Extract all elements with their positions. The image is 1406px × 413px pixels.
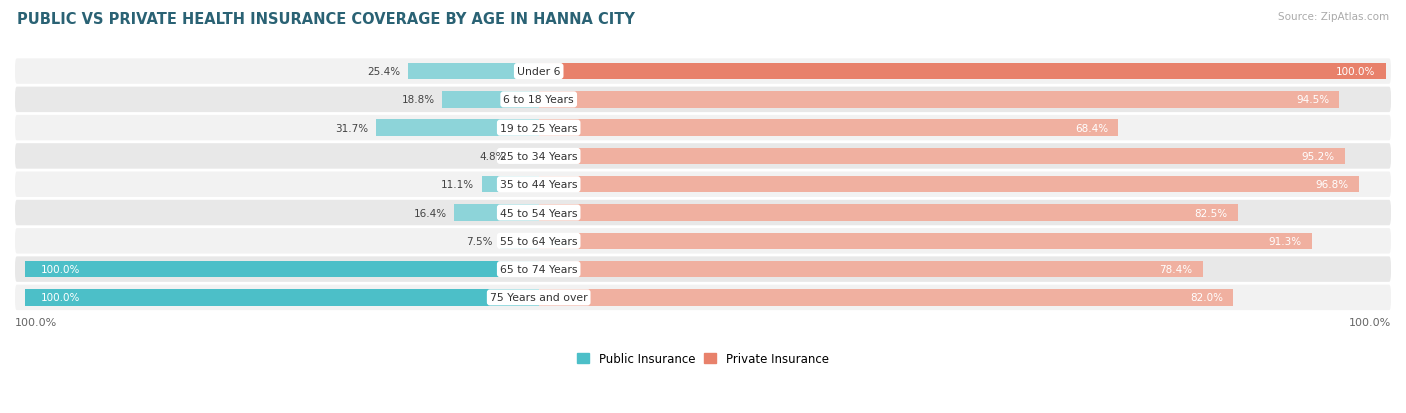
- Bar: [375, 120, 538, 137]
- Text: 35 to 44 Years: 35 to 44 Years: [501, 180, 578, 190]
- Text: 100.0%: 100.0%: [41, 264, 80, 275]
- FancyBboxPatch shape: [15, 144, 1391, 169]
- Text: 91.3%: 91.3%: [1268, 236, 1302, 246]
- Bar: [538, 261, 1204, 278]
- Text: 68.4%: 68.4%: [1074, 123, 1108, 133]
- Text: Source: ZipAtlas.com: Source: ZipAtlas.com: [1278, 12, 1389, 22]
- Text: 4.8%: 4.8%: [479, 152, 506, 161]
- FancyBboxPatch shape: [15, 88, 1391, 113]
- Bar: [538, 92, 1340, 108]
- Text: 11.1%: 11.1%: [441, 180, 474, 190]
- FancyBboxPatch shape: [15, 116, 1391, 141]
- Legend: Public Insurance, Private Insurance: Public Insurance, Private Insurance: [572, 347, 834, 370]
- FancyBboxPatch shape: [15, 172, 1391, 197]
- Text: 55 to 64 Years: 55 to 64 Years: [501, 236, 578, 246]
- Bar: [25, 261, 538, 278]
- Bar: [25, 290, 538, 306]
- Text: 6 to 18 Years: 6 to 18 Years: [503, 95, 574, 105]
- Text: 25 to 34 Years: 25 to 34 Years: [501, 152, 578, 161]
- Text: 65 to 74 Years: 65 to 74 Years: [501, 264, 578, 275]
- Bar: [408, 64, 538, 80]
- Text: 19 to 25 Years: 19 to 25 Years: [501, 123, 578, 133]
- FancyBboxPatch shape: [15, 257, 1391, 282]
- FancyBboxPatch shape: [15, 228, 1391, 254]
- FancyBboxPatch shape: [15, 200, 1391, 226]
- Bar: [538, 233, 1312, 249]
- Text: 31.7%: 31.7%: [335, 123, 368, 133]
- Bar: [538, 290, 1233, 306]
- Text: 100.0%: 100.0%: [41, 293, 80, 303]
- Text: Under 6: Under 6: [517, 67, 561, 77]
- Bar: [515, 148, 538, 165]
- Text: 78.4%: 78.4%: [1160, 264, 1192, 275]
- Text: 25.4%: 25.4%: [367, 67, 401, 77]
- Text: 100.0%: 100.0%: [15, 318, 58, 328]
- Text: 94.5%: 94.5%: [1296, 95, 1329, 105]
- Text: 96.8%: 96.8%: [1316, 180, 1348, 190]
- Bar: [454, 205, 538, 221]
- FancyBboxPatch shape: [15, 285, 1391, 311]
- Text: 18.8%: 18.8%: [401, 95, 434, 105]
- Text: 45 to 54 Years: 45 to 54 Years: [501, 208, 578, 218]
- Bar: [501, 233, 538, 249]
- Text: 100.0%: 100.0%: [1348, 318, 1391, 328]
- Text: 7.5%: 7.5%: [465, 236, 492, 246]
- Text: 75 Years and over: 75 Years and over: [489, 293, 588, 303]
- Text: 100.0%: 100.0%: [1336, 67, 1375, 77]
- Bar: [538, 148, 1346, 165]
- Text: 82.5%: 82.5%: [1194, 208, 1227, 218]
- FancyBboxPatch shape: [15, 59, 1391, 85]
- Bar: [538, 120, 1118, 137]
- Bar: [538, 205, 1237, 221]
- Text: 16.4%: 16.4%: [413, 208, 447, 218]
- Bar: [538, 177, 1358, 193]
- Text: 95.2%: 95.2%: [1302, 152, 1334, 161]
- Bar: [482, 177, 538, 193]
- Bar: [538, 64, 1386, 80]
- Text: PUBLIC VS PRIVATE HEALTH INSURANCE COVERAGE BY AGE IN HANNA CITY: PUBLIC VS PRIVATE HEALTH INSURANCE COVER…: [17, 12, 634, 27]
- Bar: [441, 92, 538, 108]
- Text: 82.0%: 82.0%: [1189, 293, 1223, 303]
